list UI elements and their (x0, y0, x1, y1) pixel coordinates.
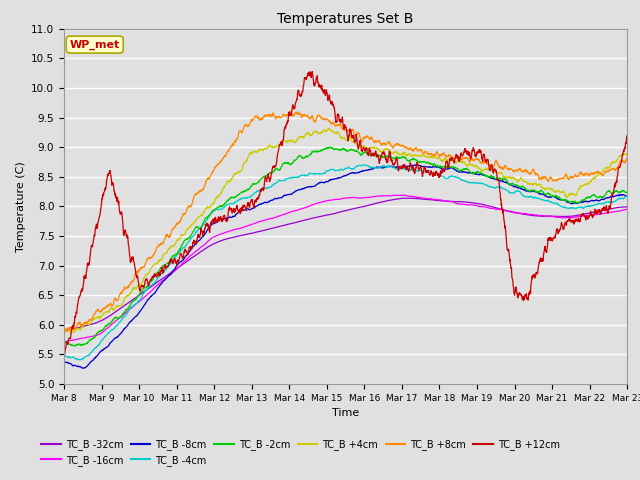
Legend: TC_B -32cm, TC_B -16cm, TC_B -8cm, TC_B -4cm, TC_B -2cm, TC_B +4cm, TC_B +8cm, T: TC_B -32cm, TC_B -16cm, TC_B -8cm, TC_B … (38, 435, 564, 469)
Title: Temperatures Set B: Temperatures Set B (277, 12, 414, 26)
X-axis label: Time: Time (332, 408, 359, 418)
Y-axis label: Temperature (C): Temperature (C) (15, 161, 26, 252)
Text: WP_met: WP_met (70, 39, 120, 50)
